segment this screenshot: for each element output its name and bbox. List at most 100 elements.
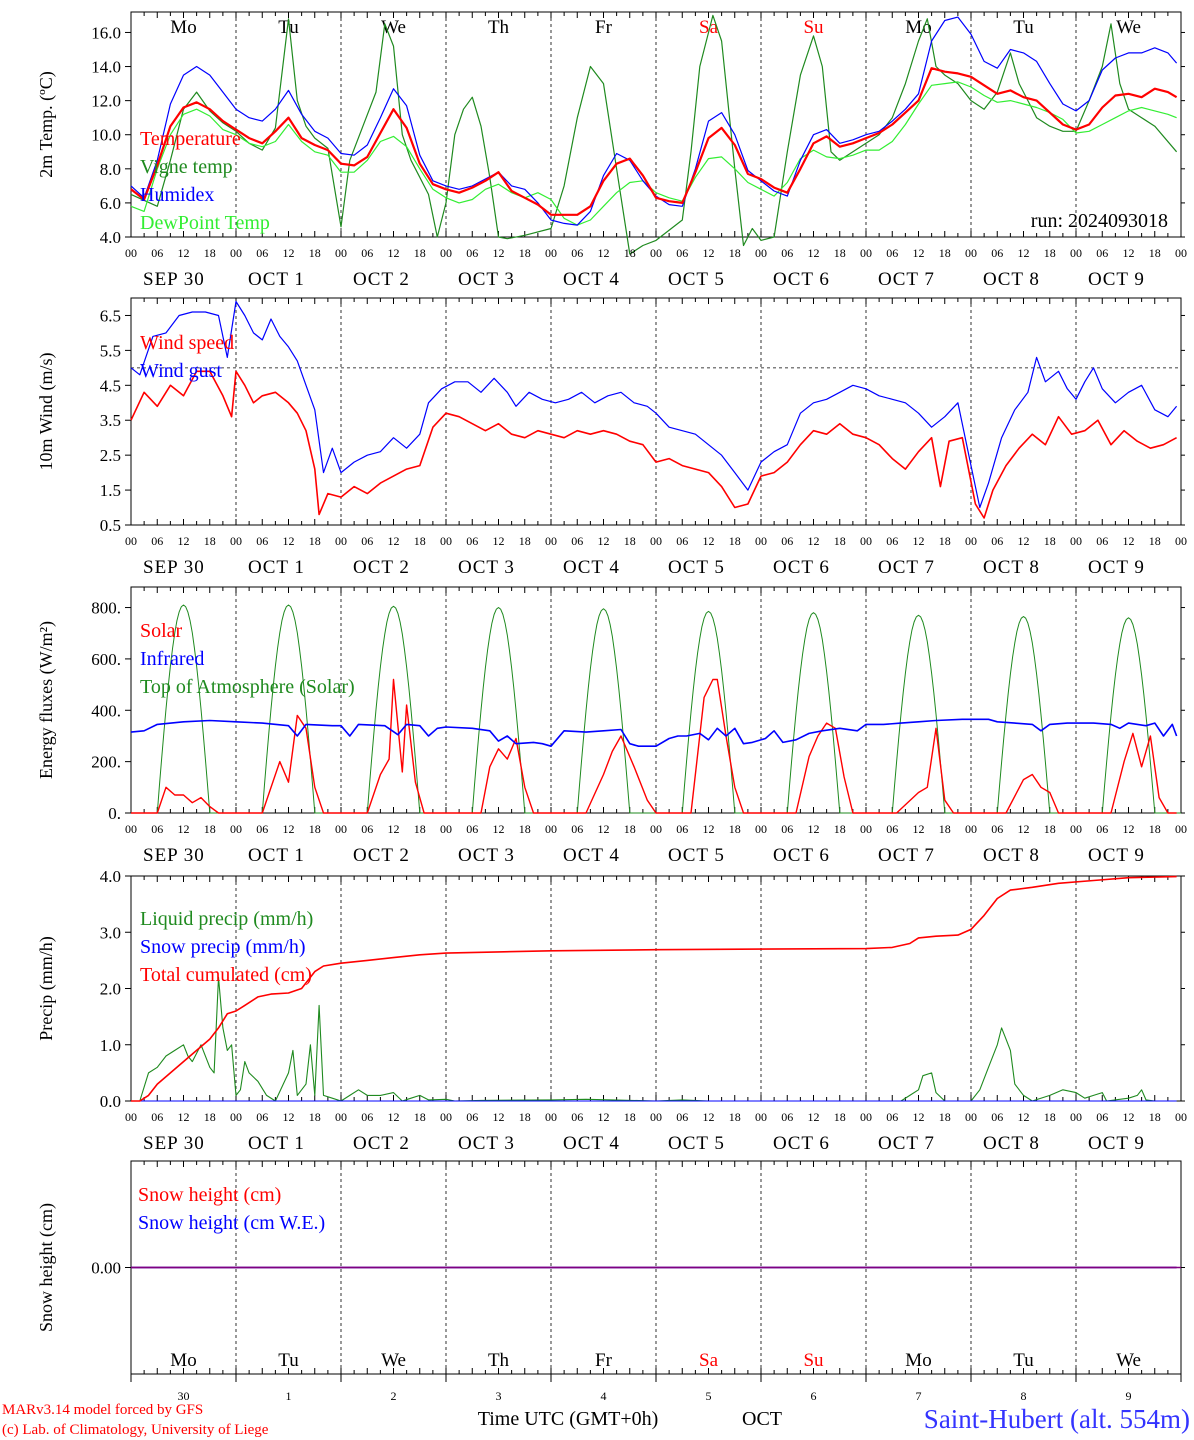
x-date-label: OCT 5 xyxy=(668,557,725,578)
x-hour-label: 12 xyxy=(1123,534,1135,548)
x-hour-label: 12 xyxy=(283,246,295,260)
x-hour-label: 06 xyxy=(151,534,163,548)
x-hour-label: 06 xyxy=(256,1110,268,1124)
x-date-label: OCT 8 xyxy=(983,845,1040,866)
y-tick-label: 1.5 xyxy=(100,481,121,500)
x-date-label: OCT 4 xyxy=(563,269,620,290)
x-hour-label: 00 xyxy=(545,1110,557,1124)
x-hour-label: 06 xyxy=(886,822,898,836)
x-hour-label: 18 xyxy=(1149,1110,1161,1124)
y-tick-label: 600. xyxy=(91,650,121,669)
x-date-label: OCT 1 xyxy=(248,269,305,290)
x-date-label: OCT 2 xyxy=(353,845,410,866)
x-hour-label: 12 xyxy=(913,822,925,836)
x-hour-label: 18 xyxy=(309,246,321,260)
x-hour-label: 12 xyxy=(598,246,610,260)
x-hour-label: 06 xyxy=(886,1110,898,1124)
x-hour-label: 00 xyxy=(1175,246,1187,260)
legend-entry: Wind speed xyxy=(140,332,234,354)
x-hour-label: 18 xyxy=(204,246,216,260)
x-hour-label: 00 xyxy=(230,534,242,548)
x-hour-label: 06 xyxy=(676,822,688,836)
x-day-number: 9 xyxy=(1126,1389,1132,1403)
x-date-label: OCT 7 xyxy=(878,845,935,866)
x-date-label: SEP 30 xyxy=(143,1133,205,1154)
x-hour-label: 00 xyxy=(1070,1110,1082,1124)
x-hour-label: 12 xyxy=(913,534,925,548)
y-axis-label: Snow height (cm) xyxy=(36,1203,57,1332)
legend-entry: Snow height (cm W.E.) xyxy=(138,1212,325,1234)
x-date-label: OCT 1 xyxy=(248,845,305,866)
x-hour-label: 18 xyxy=(1044,1110,1056,1124)
y-tick-label: 0.00 xyxy=(91,1259,121,1278)
x-hour-label: 06 xyxy=(571,822,583,836)
x-date-label: OCT 4 xyxy=(563,845,620,866)
x-hour-label: 00 xyxy=(545,246,557,260)
x-hour-label: 18 xyxy=(834,534,846,548)
x-hour-label: 12 xyxy=(598,822,610,836)
x-day-number: 5 xyxy=(706,1389,712,1403)
x-date-label: OCT 9 xyxy=(1088,269,1145,290)
x-hour-label: 00 xyxy=(440,1110,452,1124)
x-hour-label: 12 xyxy=(493,246,505,260)
day-label-bottom: Mo xyxy=(170,1350,196,1371)
x-hour-label: 06 xyxy=(571,534,583,548)
x-date-label: OCT 3 xyxy=(458,1133,515,1154)
x-hour-label: 00 xyxy=(965,534,977,548)
x-hour-label: 00 xyxy=(1070,246,1082,260)
x-hour-label: 18 xyxy=(1044,534,1056,548)
x-hour-label: 12 xyxy=(388,1110,400,1124)
x-hour-label: 00 xyxy=(755,534,767,548)
day-label-top: We xyxy=(381,17,406,38)
x-hour-label: 00 xyxy=(125,1110,137,1124)
x-day-number: 7 xyxy=(916,1389,922,1403)
y-tick-label: 4.5 xyxy=(100,376,121,395)
x-hour-label: 06 xyxy=(1096,822,1108,836)
x-date-label: OCT 5 xyxy=(668,845,725,866)
x-hour-label: 12 xyxy=(283,534,295,548)
credit-line: MARv3.14 model forced by GFS xyxy=(2,1402,203,1418)
y-tick-label: 8.0 xyxy=(100,160,121,179)
x-hour-label: 12 xyxy=(283,1110,295,1124)
x-day-number: 30 xyxy=(178,1389,190,1403)
x-date-label: OCT 2 xyxy=(353,269,410,290)
legend-entry: Infrared xyxy=(140,648,204,670)
y-tick-label: 14.0 xyxy=(91,58,121,77)
x-hour-label: 06 xyxy=(466,822,478,836)
x-hour-label: 18 xyxy=(1044,822,1056,836)
x-date-label: OCT 9 xyxy=(1088,845,1145,866)
x-date-label: OCT 5 xyxy=(668,1133,725,1154)
x-hour-label: 00 xyxy=(125,534,137,548)
series-line-solar xyxy=(131,678,1177,814)
x-date-label: OCT 1 xyxy=(248,557,305,578)
x-hour-label: 18 xyxy=(939,822,951,836)
x-hour-label: 00 xyxy=(1070,822,1082,836)
x-hour-label: 06 xyxy=(571,246,583,260)
x-hour-label: 00 xyxy=(1175,1110,1187,1124)
day-label-top: Th xyxy=(488,17,510,38)
x-hour-label: 00 xyxy=(125,822,137,836)
x-hour-label: 00 xyxy=(860,822,872,836)
x-hour-label: 00 xyxy=(440,822,452,836)
x-hour-label: 12 xyxy=(808,1110,820,1124)
day-label-top: Sa xyxy=(699,17,719,38)
day-label-bottom: We xyxy=(1116,1350,1141,1371)
x-hour-label: 00 xyxy=(650,246,662,260)
x-hour-label: 18 xyxy=(414,1110,426,1124)
x-hour-label: 12 xyxy=(703,246,715,260)
x-date-label: OCT 7 xyxy=(878,1133,935,1154)
x-date-label: OCT 8 xyxy=(983,557,1040,578)
day-label-top: Fr xyxy=(595,17,613,38)
x-hour-label: 18 xyxy=(204,534,216,548)
x-hour-label: 12 xyxy=(178,1110,190,1124)
y-axis-label: 2m Temp. (ºC) xyxy=(36,71,57,177)
x-hour-label: 06 xyxy=(781,1110,793,1124)
x-hour-label: 00 xyxy=(1070,534,1082,548)
y-tick-label: 16.0 xyxy=(91,23,121,42)
x-hour-label: 06 xyxy=(151,246,163,260)
x-date-label: OCT 8 xyxy=(983,1133,1040,1154)
x-hour-label: 12 xyxy=(808,534,820,548)
credit-line: (c) Lab. of Climatology, University of L… xyxy=(2,1422,269,1438)
y-axis-label: Precip (mm/h) xyxy=(36,936,57,1040)
x-date-label: OCT 7 xyxy=(878,557,935,578)
